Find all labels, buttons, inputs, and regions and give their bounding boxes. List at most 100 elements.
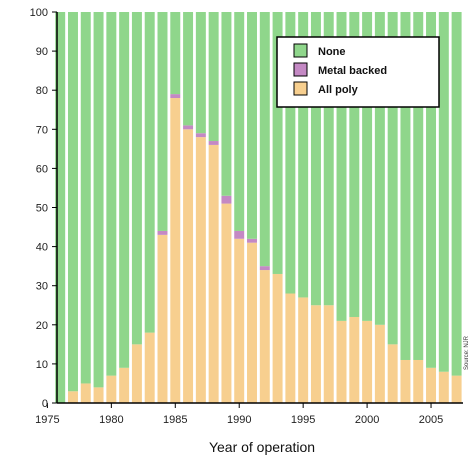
- bar-segment-all-poly-1998: [336, 320, 347, 403]
- bar-segment-all-poly-1978: [80, 383, 91, 403]
- bar-segment-metal-backed-1985: [170, 94, 181, 99]
- bar-segment-none-1985: [170, 12, 181, 95]
- bar-segment-all-poly-1992: [259, 270, 270, 403]
- bar-segment-none-2005: [426, 12, 437, 368]
- bar-segment-all-poly-1982: [131, 344, 142, 403]
- bar-segment-all-poly-2001: [374, 324, 385, 403]
- bar-segment-metal-backed-1987: [195, 133, 206, 138]
- legend-label-all-poly: All poly: [318, 84, 359, 96]
- bar-segment-none-2000: [362, 12, 373, 321]
- bar-segment-all-poly-2003: [400, 359, 411, 403]
- bar-segment-all-poly-2005: [426, 367, 437, 403]
- bar-segment-all-poly-1989: [221, 203, 232, 403]
- bar-segment-none-1993: [272, 12, 283, 274]
- x-tick-label-1995: 1995: [291, 414, 315, 426]
- bar-segment-all-poly-2006: [438, 371, 449, 403]
- bar-segment-all-poly-1990: [234, 238, 245, 403]
- bar-segment-none-1995: [298, 12, 309, 298]
- bar-segment-metal-backed-1988: [208, 141, 219, 145]
- y-tick-labels: 0 10 20 30 40 50 60 70 80 90 100: [30, 7, 48, 410]
- bar-segment-none-1988: [208, 12, 219, 142]
- bar-segment-none-1980: [106, 12, 117, 376]
- bar-segment-none-2004: [413, 12, 424, 360]
- x-tick-label-2005: 2005: [419, 414, 443, 426]
- bar-segment-all-poly-1981: [119, 367, 130, 403]
- bar-segment-metal-backed-1989: [221, 195, 232, 204]
- y-tick-label-70: 70: [36, 124, 48, 136]
- bar-segment-none-1997: [323, 12, 334, 306]
- y-tick-label-40: 40: [36, 242, 48, 254]
- bar-segment-none-1982: [131, 12, 142, 345]
- bar-segment-all-poly-1979: [93, 387, 104, 403]
- bar-segment-all-poly-1995: [298, 297, 309, 403]
- bar-segment-all-poly-2002: [387, 344, 398, 403]
- bar-segment-none-1991: [247, 12, 257, 239]
- bar-segment-none-1981: [119, 12, 130, 368]
- bar-segment-all-poly-1984: [157, 234, 168, 403]
- bar-segment-metal-backed-1984: [157, 230, 168, 235]
- bar-segment-none-1996: [310, 12, 321, 306]
- bar-segment-none-1994: [285, 12, 296, 294]
- y-tick-label-10: 10: [36, 359, 48, 371]
- x-axis-title: Year of operation: [209, 439, 315, 455]
- bars-group: [55, 12, 462, 404]
- bar-segment-none-1979: [93, 12, 104, 388]
- bar-segment-all-poly-1983: [144, 332, 155, 403]
- bar-segment-none-2007: [451, 12, 462, 376]
- y-tick-label-60: 60: [36, 163, 48, 175]
- bar-segment-none-1992: [259, 12, 270, 267]
- y-tick-label-0: 0: [42, 398, 48, 410]
- legend-label-none: None: [318, 46, 346, 58]
- bar-segment-none-2002: [387, 12, 398, 345]
- bar-segment-none-1976: [55, 12, 66, 403]
- bar-segment-all-poly-1991: [247, 242, 257, 403]
- y-tick-label-30: 30: [36, 281, 48, 293]
- bar-segment-none-1984: [157, 12, 168, 231]
- x-tick-label-1985: 1985: [163, 414, 187, 426]
- bar-segment-all-poly-1994: [285, 293, 296, 403]
- bar-segment-all-poly-1986: [183, 129, 194, 404]
- bar-segment-none-1990: [234, 12, 245, 231]
- legend-swatch-none: [293, 43, 308, 58]
- x-tick-label-1975: 1975: [35, 414, 59, 426]
- x-tick-labels: 1975 1980 1985 1990 1995 2000 2005: [35, 414, 443, 426]
- bar-segment-none-2006: [438, 12, 449, 372]
- axes-group: [46, 11, 463, 408]
- bar-segment-metal-backed-1992: [259, 266, 270, 271]
- bar-segment-none-1986: [183, 12, 194, 126]
- bar-segment-none-1998: [336, 12, 347, 321]
- bar-segment-all-poly-1988: [208, 144, 219, 403]
- bar-segment-all-poly-2007: [451, 375, 462, 403]
- bar-segment-metal-backed-1986: [183, 125, 194, 130]
- y-tick-label-90: 90: [36, 46, 48, 58]
- bar-segment-all-poly-1987: [195, 137, 206, 403]
- bar-segment-all-poly-1997: [323, 305, 334, 403]
- side-note: Source: NJR: [464, 335, 470, 370]
- legend-swatch-all-poly: [293, 81, 308, 96]
- bar-segment-metal-backed-1990: [234, 230, 245, 239]
- y-tick-label-80: 80: [36, 85, 48, 97]
- bar-segment-none-2003: [400, 12, 411, 360]
- bar-segment-none-1999: [349, 12, 360, 317]
- bar-segment-all-poly-2004: [413, 359, 424, 403]
- bar-segment-all-poly-1993: [272, 273, 283, 403]
- x-tick-label-1980: 1980: [99, 414, 123, 426]
- bar-segment-all-poly-1980: [106, 375, 117, 403]
- bar-segment-none-1977: [68, 12, 78, 392]
- y-tick-label-50: 50: [36, 203, 48, 215]
- bar-segment-none-1983: [144, 12, 155, 333]
- bar-segment-none-1989: [221, 12, 232, 196]
- bar-segment-all-poly-1996: [310, 305, 321, 403]
- legend-swatch-metal-backed: [293, 62, 308, 77]
- bar-segment-all-poly-1977: [68, 391, 78, 403]
- bar-segment-none-1987: [195, 12, 206, 134]
- legend-label-metal-backed: Metal backed: [318, 65, 387, 77]
- y-tick-label-100: 100: [30, 7, 48, 19]
- legend: None Metal backed All poly: [276, 36, 440, 108]
- x-tick-label-1990: 1990: [227, 414, 251, 426]
- x-tick-label-2000: 2000: [355, 414, 379, 426]
- bar-segment-all-poly-1999: [349, 316, 360, 403]
- bar-segment-all-poly-2000: [362, 320, 373, 403]
- bar-segment-none-2001: [374, 12, 385, 325]
